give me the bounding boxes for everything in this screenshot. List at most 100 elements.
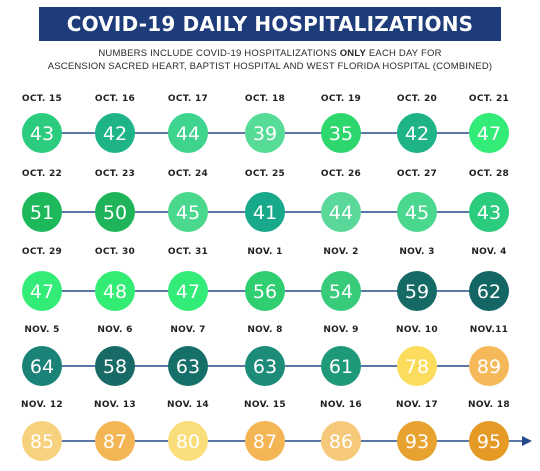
date-label: NOV. 16 xyxy=(320,400,362,410)
subtitle-suffix: EACH DAY FOR xyxy=(368,48,442,59)
day-marker: OCT. 27 45 xyxy=(397,169,437,232)
value-label: 45 xyxy=(176,202,200,224)
day-marker: OCT. 24 45 xyxy=(168,169,208,232)
day-marker: NOV. 6 58 xyxy=(95,325,135,386)
date-label: OCT. 22 xyxy=(22,169,62,179)
day-marker: NOV. 2 54 xyxy=(321,247,361,311)
day-marker: OCT. 17 44 xyxy=(168,94,208,153)
day-marker: OCT. 22 51 xyxy=(22,169,62,232)
value-label: 87 xyxy=(103,431,127,453)
date-label: NOV. 1 xyxy=(247,247,282,257)
value-circle xyxy=(95,192,135,232)
day-marker: OCT. 28 43 xyxy=(469,169,509,232)
date-label: OCT. 19 xyxy=(321,94,361,104)
value-label: 87 xyxy=(253,431,277,453)
value-label: 64 xyxy=(30,356,54,378)
date-label: OCT. 25 xyxy=(245,169,285,179)
value-label: 89 xyxy=(477,356,501,378)
value-circle xyxy=(469,113,509,153)
value-circle xyxy=(245,192,285,232)
date-label: NOV. 18 xyxy=(468,400,510,410)
date-label: OCT. 18 xyxy=(245,94,285,104)
date-label: NOV. 17 xyxy=(396,400,438,410)
value-circle xyxy=(321,271,361,311)
day-marker: OCT. 26 44 xyxy=(321,169,361,232)
day-marker: OCT. 21 47 xyxy=(469,94,509,153)
date-label: OCT. 29 xyxy=(22,247,62,257)
day-marker: NOV.11 89 xyxy=(469,325,509,386)
value-label: 58 xyxy=(103,356,127,378)
value-label: 80 xyxy=(176,431,200,453)
value-circle xyxy=(95,271,135,311)
value-label: 50 xyxy=(103,202,127,224)
date-label: NOV. 13 xyxy=(94,400,136,410)
value-label: 42 xyxy=(405,123,429,145)
value-circle xyxy=(397,192,437,232)
date-label: OCT. 21 xyxy=(469,94,509,104)
value-circle xyxy=(397,346,437,386)
day-marker: NOV. 1 56 xyxy=(245,247,285,311)
date-label: NOV. 9 xyxy=(323,325,358,335)
value-circle xyxy=(397,113,437,153)
value-circle xyxy=(245,271,285,311)
value-circle xyxy=(321,192,361,232)
value-circle xyxy=(321,113,361,153)
value-label: 54 xyxy=(329,281,353,303)
value-label: 35 xyxy=(329,123,353,145)
value-circle xyxy=(168,271,208,311)
day-marker: NOV. 4 62 xyxy=(469,247,509,311)
value-label: 44 xyxy=(176,123,200,145)
value-label: 43 xyxy=(477,202,501,224)
date-label: NOV. 3 xyxy=(399,247,434,257)
value-circle xyxy=(469,192,509,232)
day-marker: OCT. 31 47 xyxy=(168,247,208,311)
value-circle xyxy=(469,271,509,311)
date-label: OCT. 17 xyxy=(168,94,208,104)
value-circle xyxy=(22,113,62,153)
day-marker: NOV. 18 95 xyxy=(468,400,510,461)
subtitle-line-2: ASCENSION SACRED HEART, BAPTIST HOSPITAL… xyxy=(47,61,493,72)
day-marker: OCT. 23 50 xyxy=(95,169,135,232)
date-label: OCT. 27 xyxy=(397,169,437,179)
value-label: 56 xyxy=(253,281,277,303)
value-label: 51 xyxy=(30,202,54,224)
day-marker: NOV. 5 64 xyxy=(22,325,62,386)
value-label: 47 xyxy=(477,123,501,145)
date-label: OCT. 24 xyxy=(168,169,208,179)
day-marker: OCT. 25 41 xyxy=(245,169,285,232)
value-label: 48 xyxy=(103,281,127,303)
value-circle xyxy=(168,346,208,386)
value-label: 43 xyxy=(30,123,54,145)
day-marker: NOV. 15 87 xyxy=(244,400,286,461)
value-label: 47 xyxy=(176,281,200,303)
date-label: NOV. 15 xyxy=(244,400,286,410)
value-circle xyxy=(22,421,62,461)
day-marker: NOV. 3 59 xyxy=(397,247,437,311)
value-label: 63 xyxy=(176,356,200,378)
value-circle xyxy=(397,271,437,311)
value-circle xyxy=(469,346,509,386)
date-label: OCT. 20 xyxy=(397,94,437,104)
value-circle xyxy=(245,346,285,386)
date-label: NOV. 7 xyxy=(170,325,205,335)
value-circle xyxy=(321,346,361,386)
date-label: OCT. 30 xyxy=(95,247,135,257)
value-label: 61 xyxy=(329,356,353,378)
value-label: 78 xyxy=(405,356,429,378)
value-label: 85 xyxy=(30,431,54,453)
day-marker: NOV. 16 86 xyxy=(320,400,362,461)
date-label: NOV. 14 xyxy=(167,400,209,410)
value-circle xyxy=(397,421,437,461)
value-circle xyxy=(22,271,62,311)
date-label: OCT. 16 xyxy=(95,94,135,104)
value-label: 95 xyxy=(477,431,501,453)
value-label: 42 xyxy=(103,123,127,145)
date-label: OCT. 15 xyxy=(22,94,62,104)
date-label: OCT. 26 xyxy=(321,169,361,179)
value-label: 63 xyxy=(253,356,277,378)
value-label: 39 xyxy=(253,123,277,145)
day-marker: NOV. 8 63 xyxy=(245,325,285,386)
subtitle-line-1: NUMBERS INCLUDE COVID-19 HOSPITALIZATION… xyxy=(0,48,540,59)
value-label: 47 xyxy=(30,281,54,303)
